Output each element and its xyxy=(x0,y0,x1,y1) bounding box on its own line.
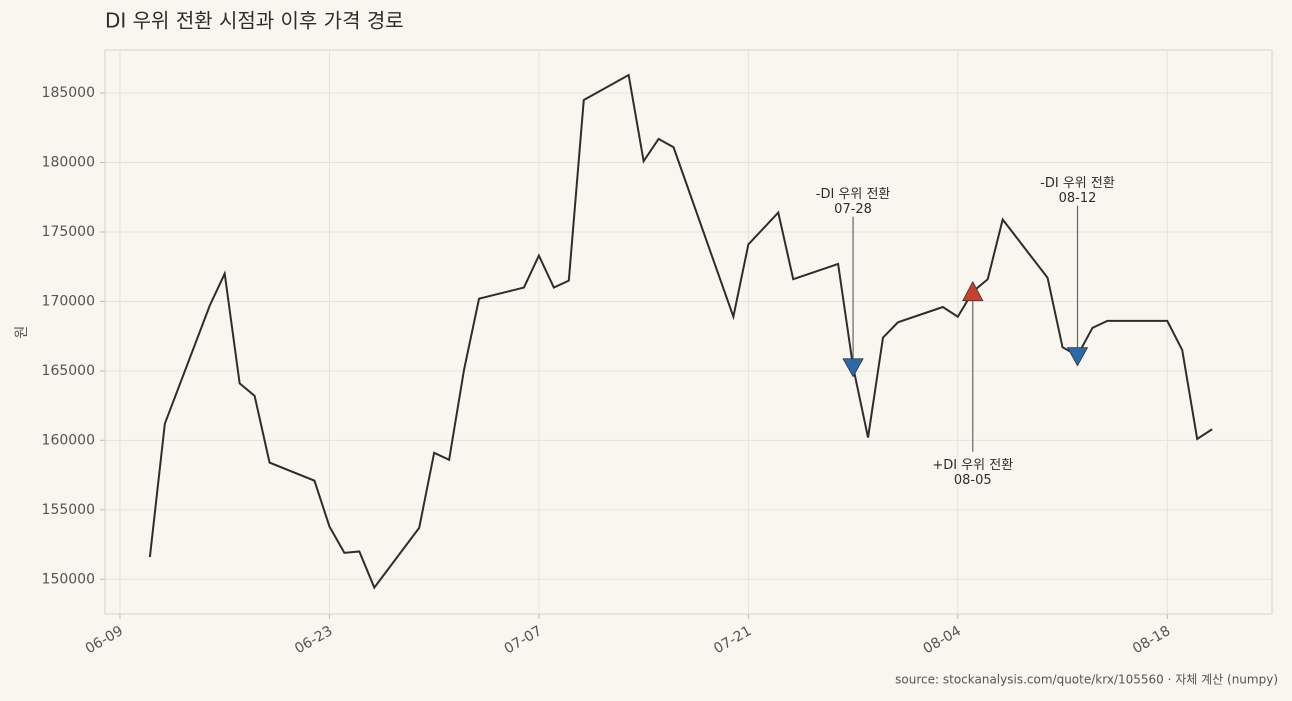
y-axis-label: 원 xyxy=(14,326,30,339)
annotation-date: 08-05 xyxy=(954,473,992,488)
y-tick-label: 150000 xyxy=(42,571,95,587)
annotation-date: 07-28 xyxy=(834,202,872,217)
price-line xyxy=(148,73,1213,590)
y-tick-label: 180000 xyxy=(42,155,95,171)
y-tick-label: 175000 xyxy=(42,224,95,240)
chart-title: DI 우위 전환 시점과 이후 가격 경로 xyxy=(105,9,404,33)
source-note: source: stockanalysis.com/quote/krx/1055… xyxy=(895,673,1278,687)
signal-marker xyxy=(1066,347,1089,367)
y-tick-label: 160000 xyxy=(42,432,95,448)
annotation-label: +DI 우위 전환 xyxy=(932,458,1013,473)
annotation-label: -DI 우위 전환 xyxy=(816,187,891,202)
y-tick-label: 165000 xyxy=(42,363,95,379)
y-tick-label: 185000 xyxy=(42,85,95,101)
annotation-label: -DI 우위 전환 xyxy=(1040,176,1115,191)
signal-marker xyxy=(962,280,984,302)
plot-frame xyxy=(104,49,1273,615)
y-tick-label: 155000 xyxy=(42,502,95,518)
annotation-date: 08-12 xyxy=(1059,191,1097,206)
signal-marker xyxy=(842,358,864,378)
y-tick-label: 170000 xyxy=(42,293,95,309)
